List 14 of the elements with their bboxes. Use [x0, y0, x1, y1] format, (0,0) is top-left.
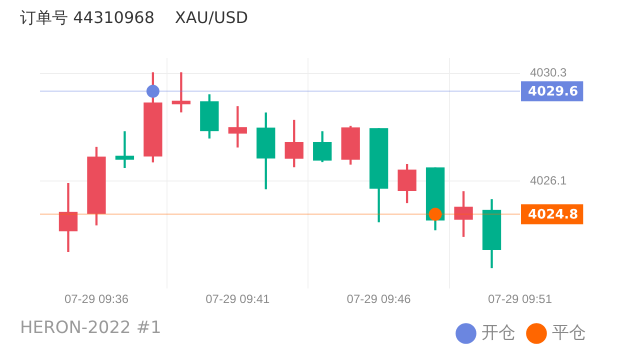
ref-line-label: 4029.6 [528, 84, 578, 100]
x-tick-label: 07-29 09:36 [64, 292, 129, 306]
y-tick-label: 4026.1 [530, 173, 568, 188]
candlestick [172, 72, 191, 112]
chart-title: 订单号 44310968 XAU/USD [20, 8, 248, 29]
x-tick-label: 07-29 09:51 [488, 292, 552, 306]
y-tick-label: 4030.3 [530, 66, 568, 80]
x-tick-label: 07-29 09:41 [206, 292, 270, 306]
candlestick [115, 131, 134, 168]
ref-line-label: 4024.8 [528, 208, 578, 223]
text: HERON-2022 #1 [20, 318, 162, 338]
x-tick-label: 07-29 09:46 [346, 292, 412, 306]
legend-label: 平仓 [552, 323, 586, 342]
legend-label: 开仓 [482, 323, 516, 342]
